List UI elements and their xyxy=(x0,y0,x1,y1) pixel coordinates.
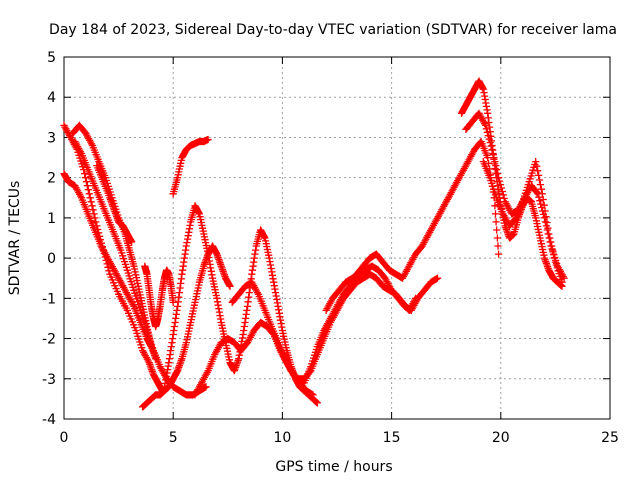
data-marks xyxy=(60,77,568,411)
chart-title: Day 184 of 2023, Sidereal Day-to-day VTE… xyxy=(49,22,617,38)
data-point-markers xyxy=(93,162,136,246)
x-tick-label: 10 xyxy=(273,430,291,446)
x-tick-label: 20 xyxy=(492,430,510,446)
series-track-e xyxy=(93,162,136,246)
plot-frame xyxy=(63,56,611,420)
x-tick-label: 15 xyxy=(383,430,401,446)
series-track-d xyxy=(71,137,210,399)
x-axis-label: GPS time / hours xyxy=(275,459,392,475)
y-tick-label: -2 xyxy=(42,332,56,348)
y-tick-label: 4 xyxy=(47,90,56,106)
y-tick-label: -4 xyxy=(42,412,56,428)
series-track-l xyxy=(300,137,503,387)
y-tick-label: 0 xyxy=(47,251,56,267)
series-track-o xyxy=(462,109,568,282)
data-point-markers xyxy=(479,158,566,286)
data-point-markers xyxy=(300,137,503,387)
y-axis-label: SDTVAR / TECUs xyxy=(7,181,23,296)
data-point-markers xyxy=(462,109,568,282)
y-tick-label: 5 xyxy=(47,50,56,66)
series-track-m xyxy=(322,262,442,314)
data-point-markers xyxy=(71,137,210,399)
grid xyxy=(64,57,610,419)
y-tick-label: 1 xyxy=(47,211,56,227)
series-track-p xyxy=(479,158,566,286)
x-tick-label: 25 xyxy=(601,430,619,446)
y-tick-label: -1 xyxy=(42,291,56,307)
series-track-f xyxy=(139,242,234,411)
series-track-g xyxy=(141,262,177,331)
series-track-h xyxy=(169,135,212,198)
data-point-markers xyxy=(169,135,212,198)
y-tick-label: 2 xyxy=(47,171,56,187)
data-point-markers xyxy=(322,262,442,314)
data-point-markers xyxy=(139,242,234,411)
x-tick-label: 0 xyxy=(60,430,69,446)
axis-ticks: 0 5 10 15 20 25 -4 -3 -2 -1 0 1 2 3 4 5 xyxy=(42,50,619,446)
x-tick-label: 5 xyxy=(169,430,178,446)
y-tick-label: -3 xyxy=(42,372,56,388)
data-point-markers xyxy=(141,262,177,331)
y-tick-label: 3 xyxy=(47,130,56,146)
